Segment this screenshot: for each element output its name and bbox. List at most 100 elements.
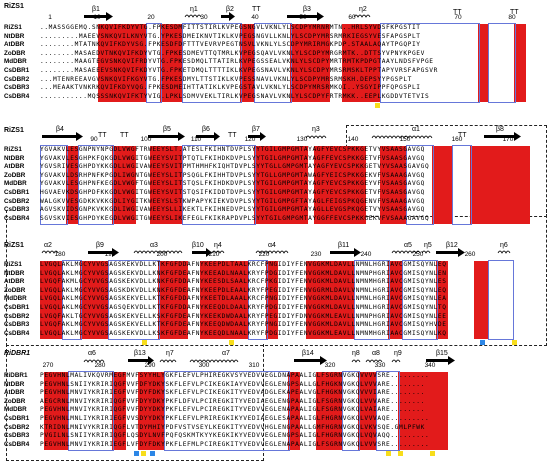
similar-region (146, 23, 162, 103)
sequence-text: ...MTENREEAVGVSNKQVIFKGYVTG.FPKESDMYLTTS… (40, 75, 412, 83)
alpha4-helix: α4 (255, 242, 289, 254)
svg-text:β8: β8 (496, 126, 504, 133)
blue-site-marker (480, 340, 485, 345)
svg-text:β3: β3 (303, 6, 311, 13)
svg-text:α8: α8 (372, 350, 380, 357)
svg-text:η5: η5 (424, 242, 432, 249)
svg-text:η1: η1 (190, 6, 198, 13)
reference-label: RiZS1 (4, 3, 24, 10)
sequence-text: ...........MQSSSNKQVIFKTYVIG.LPKLSDMVVEK… (40, 92, 430, 100)
ss-label: β1 (92, 6, 100, 13)
beta11-arrow: β11 (330, 242, 361, 257)
eta7-coil: η7 (159, 350, 177, 363)
alignment-block-3: RiZS1 α2 β9 α3 β10 η4 α4 β11 α5 η5 β12 η… (0, 236, 550, 348)
domain-outline-lower (6, 344, 264, 461)
reference-label: RiZS1 (4, 242, 24, 249)
eta9-coil: η9 (391, 350, 402, 363)
eta3-coil: η3 (305, 126, 327, 139)
svg-text:β14: β14 (302, 350, 314, 357)
svg-text:α6: α6 (88, 350, 96, 357)
similar-region (254, 23, 292, 103)
eta4-coil: η4 (211, 242, 225, 254)
sequence-text: ........MTATNKQVIFKDYVSG.FPKESDFDFTTTVEV… (40, 41, 421, 49)
beta12-arrow: β12 (436, 242, 465, 257)
eta5-coil: η5 (421, 242, 432, 254)
svg-text:β2: β2 (226, 6, 234, 13)
svg-text:β4: β4 (56, 126, 64, 133)
alpha6-helix: α6 (83, 350, 105, 363)
svg-text:β11: β11 (338, 242, 349, 249)
svg-text:β5: β5 (163, 126, 171, 133)
sequence-rows: PEGVHNLMALIVKQVRMEGFMVFSYYHLYGKFLEFVLPHI… (40, 371, 546, 451)
alignment-block-2: RiZS1 β4 TT TT β5 β6 TT β7 η3 α1 TT β8 9… (0, 120, 550, 232)
svg-text:η6: η6 (500, 242, 508, 249)
alpha5-helix: α5 (391, 242, 421, 254)
domain-outline-middle (6, 210, 547, 346)
yellow-site-marker (398, 451, 403, 456)
sequence-names: RiZS1 NtDBR AtDBR ZoDBR MdDBR CsDBR1 CsD… (4, 24, 29, 101)
yellow-site-marker (229, 340, 234, 345)
svg-text:TT: TT (252, 6, 261, 13)
yellow-site-marker (430, 451, 435, 456)
tt-turn: TT (458, 132, 467, 139)
sequence-text: ........MASAEEEVSNKQVIFKDYVTG.FPKETDMQLT… (40, 66, 438, 74)
svg-text:β13: β13 (134, 350, 146, 357)
sequence-text: ........MAAGTEGVSNKQVIFRDYVTG.FPKESDMQLT… (40, 58, 434, 66)
alpha3-helix: α3 (133, 242, 183, 254)
svg-text:TT: TT (453, 9, 462, 16)
svg-text:β6: β6 (202, 126, 210, 133)
conserved-column (342, 24, 380, 102)
svg-text:η3: η3 (312, 126, 320, 133)
alpha7-helix: α7 (189, 350, 239, 363)
sequence-name: CsDBR2 (4, 75, 30, 83)
alpha2-helix: α2 (41, 242, 59, 254)
blue-site-marker (134, 451, 139, 456)
svg-text:β7: β7 (252, 126, 260, 133)
svg-text:η2: η2 (359, 6, 367, 13)
reference-label: RiZS1 (4, 127, 24, 134)
sequence-names: RiZS1 NtDBR AtDBR ZoDBR MdDBR CsDBR1 CsD… (4, 261, 30, 337)
beta7-arrow: β7 (248, 126, 266, 141)
similar-region (488, 23, 516, 103)
svg-text:β9: β9 (96, 242, 104, 249)
similar-region (182, 23, 242, 103)
sequence-name: CsDBR1 (4, 66, 30, 74)
sequence-text: ........MASAEDVTNKQVIFKDYVTG.FPKESDMEVTT… (40, 49, 425, 57)
sequence-text: ...MEAAKTVNKRKQVIFKDYVQG.FPKESDMEIHTTATI… (40, 84, 421, 92)
sequence-name: AtDBR (4, 41, 25, 49)
sequence-name: ZoDBR (4, 49, 26, 57)
beta3-arrow: β3 (287, 6, 324, 21)
tt-turn: TT (120, 132, 129, 139)
sequence-rows: YGVAKVLESGNPNYNPGDLVWGFTRWEEYSLT.ATESLFK… (40, 145, 546, 225)
sequence-rows: LVGQLAKLMGCYVVGSAGSKEKVDLLKTKFGFDDAFNYKE… (40, 260, 546, 340)
position-ticks: 270 280 290 300 310 320 330 340 (42, 362, 436, 369)
secondary-structure-track: α6 β13 η7 α7 β14 η8 α8 η9 β15 (83, 350, 455, 365)
beta9-arrow: β9 (88, 242, 119, 257)
alpha1-helix: α1 (371, 126, 433, 139)
position-ticks: 90 100 110 120 130 140 150 160 170 (90, 136, 514, 143)
svg-text:η4: η4 (214, 242, 222, 249)
sequence-name: RiZS1 (4, 24, 22, 31)
similar-region (380, 23, 480, 103)
tt-turn-2: TT (453, 9, 462, 16)
secondary-structure-track: α2 β9 α3 β10 η4 α4 β11 α5 η5 β12 η6 (41, 242, 511, 257)
sequence-text: .........MAEEVSNKQVILKNYVTG.YPKESDMEIKNV… (40, 32, 421, 40)
conserved-column (160, 24, 182, 102)
svg-text:α7: α7 (222, 350, 230, 357)
svg-text:α2: α2 (44, 242, 52, 249)
sequence-name: MdDBR (4, 58, 27, 66)
svg-text:α1: α1 (412, 126, 420, 133)
tt-turn: TT (98, 132, 107, 139)
svg-text:η9: η9 (394, 350, 402, 357)
svg-text:η7: η7 (166, 350, 174, 357)
yellow-site-marker (375, 103, 380, 108)
yellow-site-marker (512, 340, 517, 345)
eta2-coil: η2 (353, 6, 371, 18)
conserved-column (240, 24, 254, 102)
beta2-arrow: β2 (221, 6, 235, 21)
eta8-coil: η8 (351, 350, 361, 363)
sequence-name: CsDBR4 (4, 92, 30, 100)
sequence-text: ..MASSGGEMQ.SNKQVIFKDYVTG.FPKESDMFITTSTI… (40, 24, 421, 31)
beta10-arrow: β10 (192, 242, 212, 257)
svg-text:TT: TT (458, 132, 467, 139)
